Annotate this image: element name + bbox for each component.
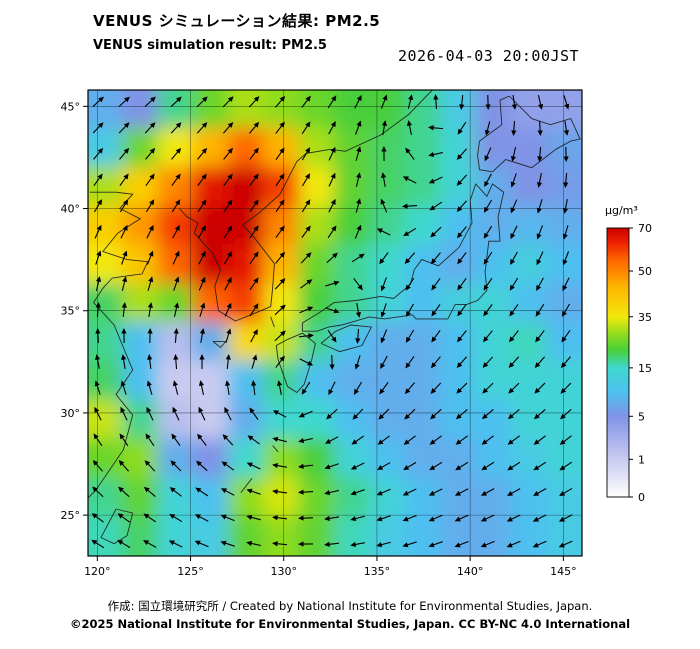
map-frame: [87, 89, 583, 557]
credit-line: 作成: 国立環境研究所 / Created by National Instit…: [107, 599, 593, 613]
page-title-english: VENUS simulation result: PM2.5: [93, 38, 327, 53]
colorbar-tick-label: 0: [638, 491, 645, 504]
pm25-heatmap-layer: [88, 90, 582, 556]
colorbar-unit-label: μg/m³: [605, 204, 638, 217]
lon-tick-label: 125°: [177, 565, 204, 578]
page-title-japanese: VENUS シミュレーション結果: PM2.5: [93, 12, 381, 30]
colorbar-tick-label: 50: [638, 265, 652, 278]
lon-tick-label: 135°: [364, 565, 391, 578]
lat-tick-label: 40°: [61, 203, 81, 216]
lat-tick-label: 30°: [61, 407, 81, 420]
lat-tick-label: 35°: [61, 305, 81, 318]
colorbar-tick-label: 5: [638, 410, 645, 423]
axis-labels: 120° 125° 130° 135° 140° 145° 45° 40° 35° 30° 25°: [61, 100, 577, 578]
graticule-layer: [88, 90, 582, 556]
colorbar-gradient: [606, 227, 630, 498]
lat-tick-label: 45°: [61, 100, 81, 113]
lon-tick-label: 120°: [84, 565, 111, 578]
lat-tick-label: 25°: [61, 509, 81, 522]
simulation-timestamp: 2026-04-03 20:00JST: [398, 47, 580, 65]
copyright-line: ©2025 National Institute for Environment…: [69, 617, 631, 631]
colorbar-tick-label: 15: [638, 362, 652, 375]
lon-tick-label: 145°: [550, 565, 577, 578]
wind-vector-layer: [91, 94, 573, 549]
lon-tick-label: 140°: [457, 565, 484, 578]
colorbar-tick-label: 35: [638, 311, 652, 324]
lon-tick-label: 130°: [270, 565, 297, 578]
colorbar-tick-label: 1: [638, 453, 645, 466]
colorbar-tick-label: 70: [638, 222, 652, 235]
